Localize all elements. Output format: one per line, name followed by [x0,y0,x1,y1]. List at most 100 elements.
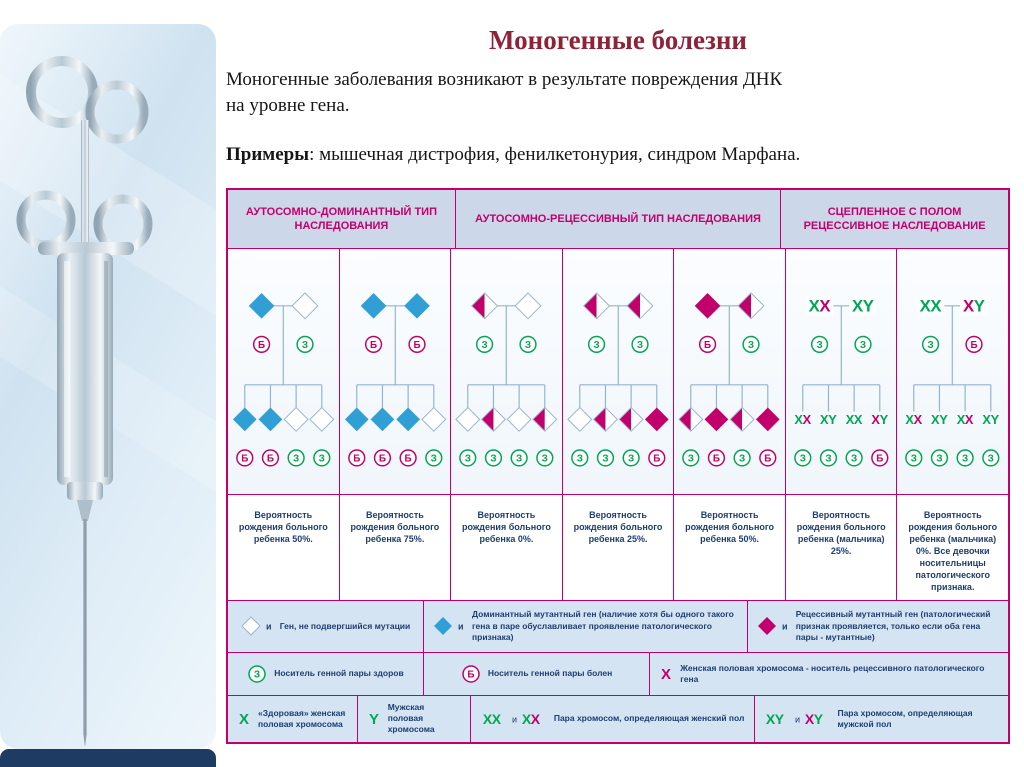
probability-caption-3: Вероятность рождения больного ребенка 0%… [451,495,563,600]
legend-row-2: З Носитель генной пары здоров Б Носитель ге… [228,651,1008,695]
svg-text:З: З [851,454,857,465]
intro-line-1: Моногенные заболевания возникают в резул… [226,69,783,90]
header-autosomal-dominant: АУТОСОМНО-ДОМИНАНТНЫЙ ТИП НАСЛЕДОВАНИЯ [228,190,456,249]
legend-item: Б Носитель генной пары болен [423,652,649,695]
svg-text:Б: Б [704,340,711,351]
intro-text: Моногенные заболевания возникают в резул… [226,67,1010,119]
legend-label: Мужская половая хромосома [387,701,435,735]
svg-text:X: X [854,412,863,427]
syringe-illustration [0,54,216,747]
svg-text:З: З [542,454,548,465]
svg-text:Y: Y [863,297,874,316]
svg-text:и: и [782,622,788,632]
healthy-status-icon: З [247,664,267,684]
svg-text:X: X [871,412,880,427]
svg-text:З: З [593,340,599,351]
svg-text:Б: Б [258,340,265,351]
svg-text:X: X [920,297,932,316]
svg-text:X: X [932,412,941,427]
pedigree-panel-4: З З З З З Б [562,249,675,495]
probability-caption-1: Вероятность рождения больного ребенка 50… [228,495,340,600]
svg-text:З: З [319,454,325,465]
svg-text:Б: Б [653,454,660,465]
pedigree-panel-5: Б З З Б З Б [674,249,786,495]
slide-content: Моногенные болезни Моногенные заболевани… [226,0,1010,744]
svg-text:З: З [637,340,643,351]
svg-text:и: и [512,714,517,724]
legend-item: X «Здоровая» женская половая хромосома [228,696,357,742]
svg-text:З: З [688,454,694,465]
legend-label: Доминантный мутантный ген (наличие хотя … [472,609,734,642]
normal-gene-icon: и [241,615,273,637]
svg-text:X: X [239,711,249,728]
svg-text:З: З [937,454,943,465]
page-title: Моногенные болезни [489,25,747,55]
legend-item: З Носитель генной пары здоров [228,653,423,695]
svg-text:Б: Б [467,669,474,680]
svg-text:З: З [825,454,831,465]
examples-list: : мышечная дистрофия, фенилкетонурия, си… [309,144,801,166]
legend-label: «Здоровая» женская половая хромосома [258,707,346,729]
svg-text:Y: Y [814,710,824,726]
svg-text:З: З [860,340,866,351]
svg-text:З: З [525,340,531,351]
legend-label: Пара хромосом, определяющая мужской пол [837,707,973,729]
svg-text:З: З [293,454,299,465]
svg-text:З: З [430,454,436,465]
svg-text:Б: Б [876,454,883,465]
probability-caption-2: Вероятность рождения больного ребенка 75… [340,495,452,600]
svg-text:З: З [748,340,754,351]
probability-caption-6: Вероятность рождения больного ребенка (м… [786,495,898,600]
svg-text:З: З [928,340,934,351]
svg-text:Y: Y [940,412,949,427]
inheritance-table: АУТОСОМНО-ДОМИНАНТНЫЙ ТИП НАСЛЕДОВАНИЯ А… [226,188,1010,744]
legend-row-3: X «Здоровая» женская половая хромосома Y Му… [228,694,1008,742]
svg-text:З: З [962,454,968,465]
pedigree-panel-3: З З З З З З [451,249,563,495]
svg-text:Б: Б [370,340,377,351]
svg-text:З: З [602,454,608,465]
svg-text:З: З [628,454,634,465]
svg-text:Y: Y [369,711,379,728]
svg-text:X: X [805,710,815,726]
svg-text:и: и [795,714,800,724]
legend-label: Женская половая хромосома - носитель рец… [680,662,985,684]
svg-text:Б: Б [971,340,978,351]
legend-label: Носитель генной пары здоров [274,668,404,679]
svg-text:X: X [766,710,776,726]
sick-status-icon: Б [461,664,481,684]
svg-text:З: З [302,340,308,351]
svg-text:З: З [911,454,917,465]
svg-text:Б: Б [353,454,360,465]
svg-text:X: X [819,297,831,316]
legend-item: и Рецессивный мутантный ген (патологическ… [746,600,1008,652]
svg-text:З: З [491,454,497,465]
legend-item: и Доминантный мутантный ген (наличие хотя… [423,600,747,652]
x-chromosome-healthy-icon: X [237,709,251,729]
svg-text:X: X [931,297,943,316]
svg-text:Y: Y [828,412,837,427]
pedigree-panel-2: Б Б Б Б Б З [339,249,452,495]
svg-text:З: З [516,454,522,465]
svg-text:X: X [492,710,502,726]
decorative-navy-bar [0,749,216,767]
svg-text:Y: Y [775,710,785,726]
svg-text:и: и [266,622,272,632]
table-header-row: АУТОСОМНО-ДОМИНАНТНЫЙ ТИП НАСЛЕДОВАНИЯ А… [228,190,1008,250]
svg-text:Б: Б [267,454,274,465]
svg-text:и: и [458,622,464,632]
svg-text:X: X [531,710,541,726]
svg-text:З: З [482,340,488,351]
svg-text:X: X [794,412,803,427]
examples-text: Примеры: мышечная дистрофия, фенилкетону… [226,144,1010,166]
svg-text:З: З [800,454,806,465]
pedigree-panel-1: Б З Б Б З З [228,249,340,495]
svg-text:З: З [576,454,582,465]
svg-text:X: X [906,412,915,427]
svg-text:X: X [522,710,532,726]
recessive-gene-icon: и [757,615,789,637]
